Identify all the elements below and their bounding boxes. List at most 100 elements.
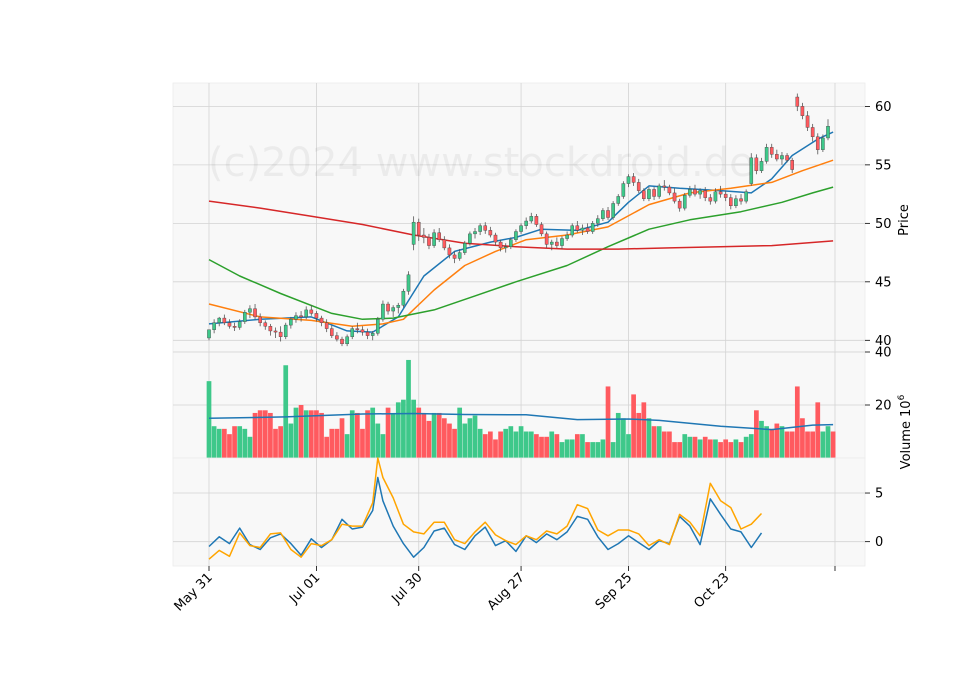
volume-bar	[636, 412, 642, 458]
candle-body	[350, 328, 355, 337]
volume-bar	[268, 412, 273, 458]
candle-body	[319, 317, 324, 323]
candle-body	[381, 303, 385, 320]
volume-bar	[528, 431, 534, 458]
candle-body	[775, 154, 779, 160]
volume-bar	[692, 436, 698, 458]
volume-bar	[539, 436, 544, 458]
candle-body	[555, 241, 559, 246]
candle-body	[386, 303, 390, 312]
candle-body	[560, 238, 564, 246]
volume-bar	[477, 428, 483, 458]
volume-bar	[743, 436, 749, 458]
volume-bar	[498, 431, 503, 458]
volume-bar	[329, 428, 335, 458]
volume-bar	[723, 439, 729, 458]
candle-body	[360, 329, 365, 333]
volume-bar	[759, 420, 764, 458]
candle-body	[503, 246, 508, 249]
candle-body	[672, 192, 677, 202]
candle-body	[739, 198, 743, 202]
volume-bar	[293, 407, 299, 458]
candle-body	[693, 189, 697, 195]
volume-bar	[416, 407, 422, 458]
candle-body	[539, 224, 544, 235]
candle-body	[734, 198, 738, 207]
volume-bar	[232, 426, 237, 458]
volume-bar	[441, 418, 447, 458]
candle-body	[642, 190, 646, 199]
candle-body	[309, 309, 314, 314]
candle-body	[478, 225, 482, 232]
volume-bar	[549, 431, 555, 458]
x-tick-label: May 31	[172, 570, 216, 614]
price-axis-title: Price	[897, 204, 912, 236]
candle-body	[488, 230, 493, 236]
candle-body	[682, 195, 687, 209]
candle-body	[826, 126, 830, 139]
candle-body	[534, 216, 539, 225]
osc-ytick-label: 5	[875, 487, 883, 502]
volume-bar	[800, 418, 805, 458]
volume-bar	[390, 412, 396, 458]
candle-body	[544, 233, 549, 245]
candle-body	[570, 225, 575, 236]
volume-bar	[237, 426, 243, 458]
candle-body	[575, 225, 580, 231]
sma_200-line	[208, 200, 834, 250]
volume-bar	[748, 434, 754, 458]
volume-ytick-label: 40	[875, 346, 892, 361]
volume-bar	[406, 359, 411, 458]
candle-body	[524, 220, 528, 226]
volume-bar	[503, 428, 509, 458]
volume-bar	[825, 426, 831, 458]
candle-body	[237, 321, 242, 328]
volume-bar	[820, 431, 826, 458]
candle-body	[227, 322, 232, 327]
volume-bar	[646, 418, 652, 458]
candle-body	[815, 136, 820, 150]
candle-body	[222, 317, 227, 323]
volume-bar	[769, 428, 775, 458]
volume-bar	[436, 412, 442, 458]
volume-bar	[206, 381, 212, 458]
volume-bar	[508, 426, 514, 458]
volume-bar	[252, 412, 258, 458]
volume-bar	[242, 428, 248, 458]
volume-bar	[610, 442, 616, 458]
volume-bar	[733, 439, 739, 458]
osc-ytick-label: 0	[875, 535, 883, 550]
price-panel-background	[172, 82, 866, 353]
volume-bar	[288, 423, 294, 458]
candle-body	[759, 161, 764, 171]
candle-body	[662, 185, 667, 188]
volume-bar	[523, 431, 529, 458]
volume-bar	[257, 410, 263, 458]
volume-bar	[349, 410, 355, 458]
volume-bar	[585, 442, 590, 458]
candle-body	[335, 335, 339, 340]
candle-body	[514, 231, 518, 240]
volume-bar	[324, 436, 330, 458]
volume-bar	[661, 431, 667, 458]
volume-bar	[227, 434, 232, 458]
volume-bar	[375, 423, 381, 458]
candle-body	[688, 189, 692, 196]
candle-body	[442, 239, 447, 249]
sma_short-line	[208, 131, 834, 333]
candle-body	[667, 186, 672, 194]
volume-bar	[544, 436, 549, 458]
candle-body	[283, 324, 288, 337]
volume-bar	[462, 423, 468, 458]
candle-body	[345, 336, 349, 345]
price-ytick-label: 60	[875, 100, 892, 115]
volume-bar	[518, 426, 524, 458]
candle-body	[248, 308, 252, 313]
candle-body	[590, 223, 595, 232]
candle-body	[606, 210, 610, 218]
volume-bar	[431, 412, 437, 458]
candle-body	[596, 218, 600, 224]
candle-body	[483, 225, 488, 231]
volume-bar	[278, 426, 283, 458]
